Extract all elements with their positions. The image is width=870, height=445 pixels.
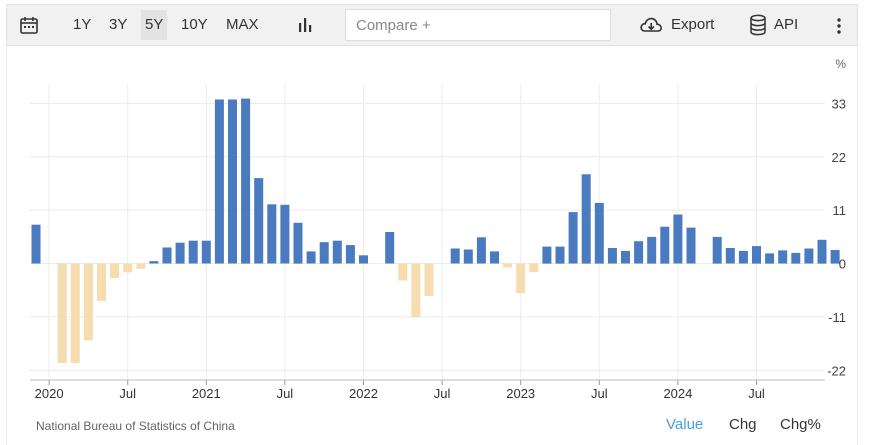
y-tick-label: -11 — [828, 310, 846, 325]
calendar-icon[interactable] — [19, 15, 39, 40]
chart-area — [6, 46, 858, 445]
bar-2021-05 — [254, 178, 264, 264]
x-tick-label: Jul — [119, 386, 136, 401]
x-tick-label: Jul — [591, 386, 608, 401]
bar-2023-04 — [555, 246, 565, 264]
range-10y-button[interactable]: 10Y — [181, 16, 208, 33]
bar-2020-11 — [175, 242, 185, 264]
more-options-icon[interactable] — [836, 17, 842, 40]
chart-grid — [30, 84, 825, 380]
bar-2019-12 — [31, 224, 41, 264]
tab-chg-percent[interactable]: Chg% — [780, 416, 821, 433]
bar-2020-03 — [70, 263, 80, 363]
tab-chg[interactable]: Chg — [729, 416, 757, 433]
y-tick-label: 0 — [839, 257, 846, 272]
bar-2024-10 — [791, 252, 801, 264]
export-button[interactable]: Export — [671, 16, 715, 33]
y-tick-label: -22 — [827, 363, 846, 378]
database-icon[interactable] — [749, 14, 767, 41]
api-button[interactable]: API — [774, 16, 799, 33]
bar-2024-09 — [778, 250, 788, 264]
bar-2020-05 — [97, 263, 106, 301]
x-tick-label: 2023 — [506, 386, 535, 401]
chart-toolbar: 1Y 3Y 5Y 10Y MAX Export API — [6, 4, 858, 46]
range-max-button[interactable]: MAX — [226, 16, 259, 33]
bar-2021-08 — [293, 222, 303, 264]
bar-2023-06 — [581, 174, 591, 264]
bar-2024-07 — [752, 246, 761, 264]
bar-2023-08 — [607, 248, 617, 264]
bar-2021-11 — [332, 240, 342, 264]
bar-2022-09 — [463, 249, 473, 264]
bar-2024-01 — [673, 214, 683, 264]
bar-2023-03 — [542, 246, 552, 264]
y-unit-label: % — [835, 57, 846, 71]
bar-2022-03 — [385, 232, 395, 264]
bar-2024-06 — [738, 250, 748, 264]
bar-2021-10 — [319, 242, 329, 264]
bar-2022-06 — [424, 263, 434, 296]
bar-2024-11 — [804, 248, 814, 264]
bar-2020-12 — [188, 240, 198, 264]
bar-2022-08 — [450, 248, 460, 264]
range-5y-button[interactable]: 5Y — [141, 10, 168, 40]
cloud-download-icon[interactable] — [639, 15, 663, 40]
y-tick-label: 11 — [833, 203, 847, 218]
range-1y-button[interactable]: 1Y — [73, 16, 92, 33]
bar-2023-02 — [529, 263, 539, 273]
x-tick-label: Jul — [277, 386, 294, 401]
bar-2023-07 — [594, 202, 604, 264]
bar-2020-09 — [149, 261, 159, 264]
x-tick-label: Jul — [434, 386, 451, 401]
x-tick-label: 2022 — [349, 386, 378, 401]
chart-bars — [31, 98, 840, 363]
x-tick-label: 2024 — [663, 386, 692, 401]
y-tick-label: 33 — [832, 96, 846, 111]
source-attribution[interactable]: National Bureau of Statistics of China — [36, 419, 235, 433]
bar-2021-06 — [267, 204, 277, 264]
bar-2021-03 — [228, 99, 237, 264]
bar-2021-02 — [214, 99, 224, 264]
bar-2025-01 — [830, 250, 840, 264]
bar-2020-07 — [123, 263, 133, 273]
bar-2023-10 — [634, 241, 644, 264]
bar-2021-07 — [280, 204, 290, 264]
x-tick-label: Jul — [748, 386, 765, 401]
bar-2020-02 — [57, 263, 67, 363]
bar-2023-09 — [621, 250, 630, 264]
bar-2023-12 — [660, 226, 670, 264]
range-3y-button[interactable]: 3Y — [109, 16, 128, 33]
bar-2022-12 — [503, 263, 513, 268]
chart-type-icon[interactable] — [297, 16, 315, 39]
bar-2024-12 — [817, 239, 827, 264]
bar-2021-09 — [306, 251, 316, 264]
bar-2022-10 — [476, 237, 486, 264]
x-tick-label: 2021 — [192, 386, 221, 401]
bar-2021-04 — [241, 98, 251, 264]
bar-2024-04 — [712, 236, 722, 264]
bar-2023-11 — [647, 236, 657, 264]
bar-2020-06 — [110, 263, 120, 279]
tab-value[interactable]: Value — [666, 416, 704, 433]
bar-2021-01 — [201, 240, 211, 264]
bar-2021-12 — [345, 245, 355, 264]
bar-2020-08 — [136, 263, 146, 269]
bar-2022-05 — [411, 263, 421, 318]
bar-2024-05 — [725, 248, 735, 264]
bar-2024-02 — [686, 227, 696, 264]
bar-2024-08 — [765, 253, 775, 264]
bar-2020-10 — [162, 247, 172, 264]
bar-2022-04 — [398, 263, 408, 281]
y-tick-label: 22 — [832, 150, 846, 165]
bar-2022-11 — [490, 251, 499, 264]
bar-2020-04 — [83, 263, 93, 341]
bar-2023-01 — [516, 263, 526, 294]
compare-input[interactable] — [345, 9, 611, 41]
bar-2022-01 — [359, 255, 368, 264]
x-tick-label: 2020 — [35, 386, 64, 401]
bar-2023-05 — [568, 212, 578, 264]
chart-axes: 33 22 11 0 -11 -22% 2020 Jul 2021 Jul 2022 Jul 2023 J… — [30, 57, 846, 401]
